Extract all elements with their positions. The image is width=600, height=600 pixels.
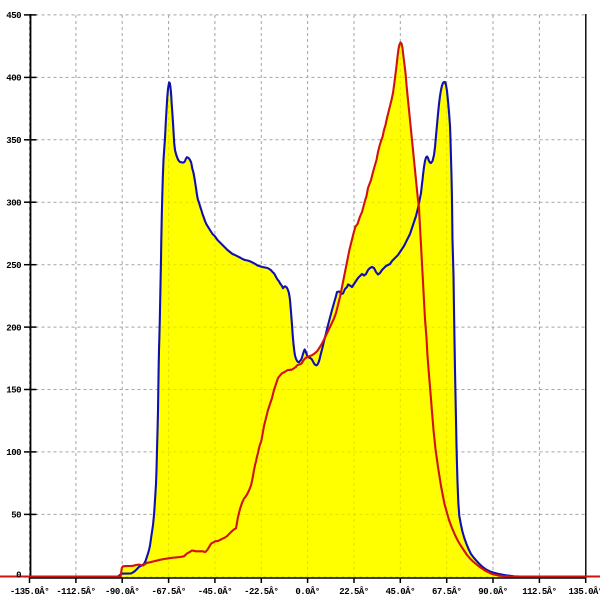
svg-text:-90.0Â°: -90.0Â°	[105, 586, 139, 597]
svg-text:-67.5Â°: -67.5Â°	[151, 586, 185, 597]
svg-text:-45.0Â°: -45.0Â°	[198, 586, 232, 597]
svg-text:135.0Â°: 135.0Â°	[569, 586, 600, 597]
svg-text:-135.0Â°: -135.0Â°	[10, 586, 49, 597]
svg-text:0.0Â°: 0.0Â°	[295, 586, 320, 597]
svg-text:100: 100	[6, 448, 21, 458]
svg-text:250: 250	[6, 261, 21, 271]
svg-text:90.0Â°: 90.0Â°	[478, 586, 508, 597]
svg-text:112.5Â°: 112.5Â°	[522, 586, 556, 597]
svg-text:450: 450	[6, 11, 21, 21]
svg-text:67.5Â°: 67.5Â°	[432, 586, 462, 597]
svg-text:45.0Â°: 45.0Â°	[386, 586, 416, 597]
svg-text:0: 0	[16, 571, 21, 581]
svg-text:350: 350	[6, 136, 21, 146]
svg-text:50: 50	[11, 511, 21, 521]
svg-text:200: 200	[6, 323, 21, 333]
svg-text:400: 400	[6, 74, 21, 84]
svg-text:22.5Â°: 22.5Â°	[339, 586, 369, 597]
svg-text:150: 150	[6, 386, 21, 396]
svg-text:-22.5Â°: -22.5Â°	[244, 586, 278, 597]
svg-text:-112.5Â°: -112.5Â°	[56, 586, 95, 597]
svg-text:300: 300	[6, 198, 21, 208]
